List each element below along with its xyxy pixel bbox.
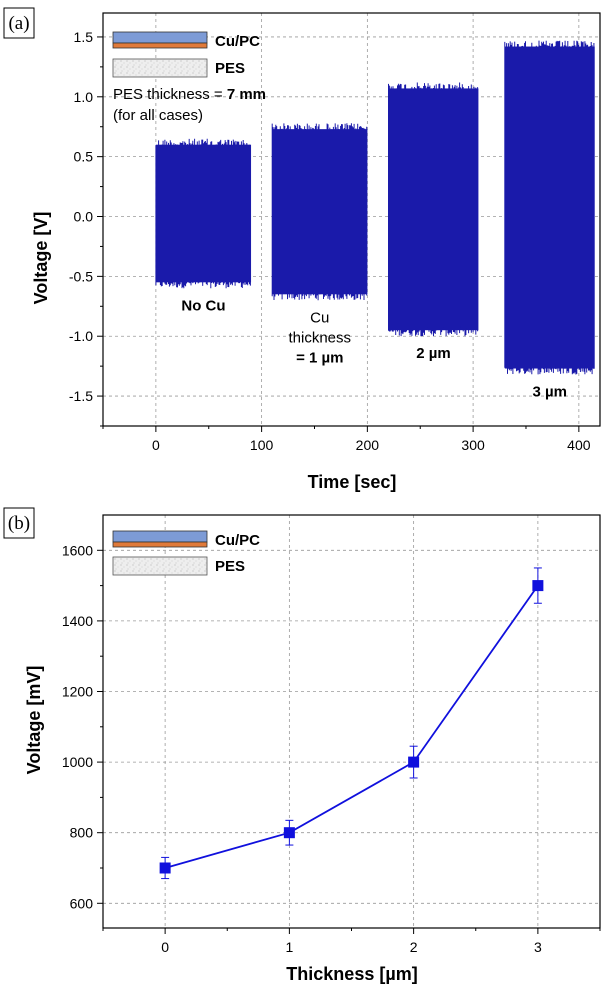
x-tick-label: 0 <box>161 939 169 955</box>
panel-a: (a) 0 100 200 300 400 -1.5 -1.0 -0.5 0.0 0.5 1.0 1… <box>3 7 601 492</box>
y-tick-label: 1.0 <box>74 89 94 105</box>
panel-a-annotations: No Cu Cu thickness = 1 µm 2 µm 3 µm <box>181 297 567 400</box>
x-tick-label: 400 <box>567 437 591 453</box>
data-point <box>159 862 171 874</box>
y-tick-label: 0.0 <box>74 209 94 225</box>
y-tick-label: 1.5 <box>74 29 94 45</box>
panel-a-label: (a) <box>8 13 29 34</box>
legend-note-all-cases: (for all cases) <box>113 107 203 124</box>
y-tick-label: 800 <box>70 825 94 841</box>
signal-burst-3 <box>388 82 479 337</box>
panel-b-label-box <box>3 507 35 539</box>
legend-cu-pc-swatch-top <box>112 530 208 543</box>
legend-cu-pc-swatch-bottom <box>112 42 208 49</box>
x-tick-label: 200 <box>356 437 380 453</box>
burst-annotation-2: Cu <box>310 309 329 326</box>
panel-a-y-axis: -1.5 -1.0 -0.5 0.0 0.5 1.0 1.5 <box>69 29 103 427</box>
legend-cu-pc-label: Cu/PC <box>215 532 260 549</box>
legend-pes-label: PES <box>215 558 245 575</box>
x-tick-label: 2 <box>410 939 418 955</box>
burst-annotation-1: No Cu <box>181 297 225 314</box>
legend-cu-pc-swatch-top <box>112 31 208 44</box>
data-point <box>532 580 544 592</box>
data-point <box>408 756 420 768</box>
panel-b-x-axis-title: Thickness [µm] <box>286 964 417 984</box>
y-tick-label: 1200 <box>62 683 93 699</box>
y-tick-label: 1000 <box>62 754 93 770</box>
panel-a-x-axis-title: Time [sec] <box>308 472 397 492</box>
burst-annotation-2: thickness <box>289 329 352 346</box>
panel-b: (b) 0 1 2 3 600 800 1000 1200 1400 1600 Thicknes… <box>3 507 601 984</box>
legend-note-thickness: PES thickness = 7 mm <box>113 86 266 103</box>
signal-burst-2 <box>271 123 368 301</box>
series-line <box>164 585 539 869</box>
y-tick-label: -1.5 <box>69 388 93 404</box>
legend-pes-swatch <box>112 58 208 78</box>
signal-burst-1 <box>155 138 251 289</box>
panel-b-y-axis-title: Voltage [mV] <box>24 666 44 775</box>
burst-annotation-4: 3 µm <box>533 384 568 401</box>
burst-annotation-3: 2 µm <box>416 345 451 362</box>
panel-a-y-axis-title: Voltage [V] <box>31 212 51 305</box>
signal-burst-4 <box>504 40 595 375</box>
y-tick-label: 600 <box>70 895 94 911</box>
x-tick-label: 300 <box>461 437 485 453</box>
panel-b-label: (b) <box>8 513 30 534</box>
y-tick-label: -1.0 <box>69 328 93 344</box>
legend-cu-pc-label: Cu/PC <box>215 33 260 50</box>
panel-b-y-axis: 600 800 1000 1200 1400 1600 <box>62 542 103 911</box>
data-point <box>283 827 295 839</box>
panel-b-frame <box>102 514 601 929</box>
panel-a-x-axis: 0 100 200 300 400 <box>102 426 591 453</box>
x-tick-label: 100 <box>250 437 274 453</box>
y-tick-label: 0.5 <box>74 149 94 165</box>
panel-b-x-axis: 0 1 2 3 <box>102 928 601 955</box>
panel-a-legend: Cu/PC PES PES thickness = 7 mm (for all … <box>112 31 266 124</box>
burst-annotation-2: = 1 µm <box>296 349 343 366</box>
y-tick-label: 1600 <box>62 542 93 558</box>
x-tick-label: 0 <box>152 437 160 453</box>
panel-a-label-box <box>3 7 35 39</box>
panel-b-plot <box>159 567 544 880</box>
panel-b-grid <box>103 515 600 928</box>
panel-b-legend: Cu/PC PES <box>112 530 260 576</box>
legend-pes-swatch <box>112 556 208 576</box>
legend-pes-label: PES <box>215 60 245 77</box>
y-tick-label: -0.5 <box>69 268 93 284</box>
panel-a-plot <box>155 40 595 375</box>
x-tick-label: 1 <box>285 939 293 955</box>
y-tick-label: 1400 <box>62 613 93 629</box>
x-tick-label: 3 <box>534 939 542 955</box>
panel-a-frame <box>102 12 601 427</box>
legend-cu-pc-swatch-bottom <box>112 541 208 548</box>
